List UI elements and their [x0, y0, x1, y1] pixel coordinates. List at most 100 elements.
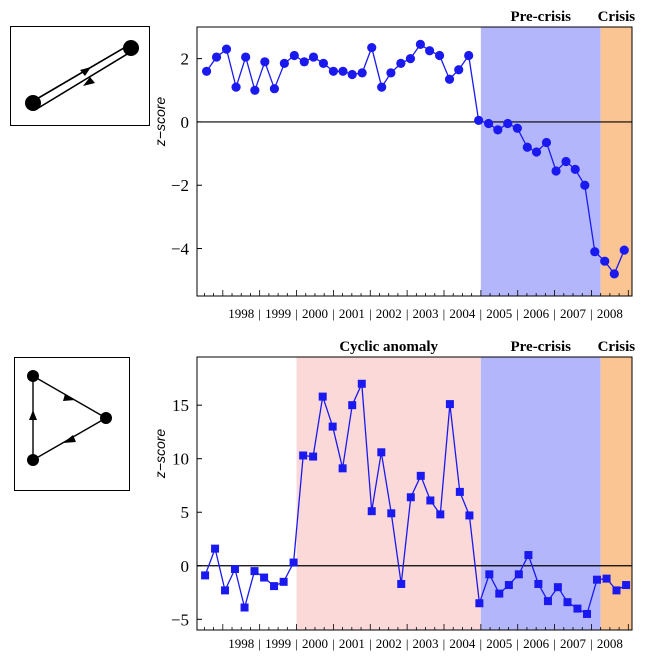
data-point	[425, 46, 435, 56]
data-point	[211, 52, 222, 62]
y-tick-label: 5	[181, 503, 190, 522]
data-point	[512, 123, 522, 133]
feedback-loop-motif-diagram	[10, 26, 150, 126]
x-tick-label: 2002	[376, 306, 402, 321]
data-point	[612, 586, 621, 595]
data-point	[514, 570, 523, 579]
data-point	[318, 392, 327, 401]
x-label-separator: |	[590, 306, 593, 321]
data-point	[590, 247, 600, 257]
data-point	[386, 68, 396, 78]
x-tick-label: 2008	[597, 636, 623, 651]
data-point	[445, 400, 454, 409]
data-point	[397, 579, 406, 588]
x-label-separator: |	[258, 636, 261, 651]
data-point	[348, 401, 357, 410]
data-point	[269, 84, 280, 94]
data-point	[377, 448, 386, 457]
y-tick-label: 10	[172, 450, 189, 469]
data-point	[434, 50, 445, 61]
data-point	[563, 598, 572, 607]
data-point	[211, 544, 220, 553]
data-point	[279, 577, 288, 586]
x-tick-label: 2004	[449, 636, 476, 651]
data-point	[270, 582, 279, 591]
data-point	[201, 571, 210, 580]
data-point	[493, 125, 503, 135]
data-point	[580, 180, 590, 190]
data-point	[436, 510, 445, 519]
data-point	[318, 58, 329, 68]
data-point	[289, 558, 298, 567]
data-point	[551, 166, 561, 176]
x-label-separator: |	[443, 636, 446, 651]
y-tick-label: 0	[181, 113, 190, 132]
data-point	[260, 57, 270, 67]
data-point	[221, 44, 232, 54]
data-point	[553, 583, 562, 592]
x-label-separator: |	[258, 306, 261, 321]
x-label-separator: |	[480, 306, 483, 321]
data-point	[426, 496, 435, 505]
region-pre-crisis	[480, 27, 601, 296]
region-label: Crisis	[598, 339, 636, 355]
data-point	[592, 575, 601, 584]
x-tick-label: 2000	[302, 306, 328, 321]
x-tick-label: 2003	[413, 636, 439, 651]
data-point	[338, 66, 348, 76]
data-point	[524, 551, 533, 560]
data-point	[230, 564, 239, 573]
y-tick-label: 2	[181, 50, 190, 69]
plot-frame	[196, 356, 633, 631]
data-point	[455, 487, 464, 496]
data-point	[299, 451, 308, 460]
x-tick-label: 1998	[228, 306, 254, 321]
data-point	[357, 379, 366, 388]
data-point	[221, 586, 230, 595]
x-label-separator: |	[480, 636, 483, 651]
data-point	[483, 118, 494, 129]
x-tick-label: 2003	[413, 306, 439, 321]
data-point	[260, 573, 269, 582]
cycle-motif-diagram	[14, 357, 130, 491]
x-tick-label: 2006	[523, 306, 550, 321]
data-point	[541, 137, 552, 148]
x-tick-label: 2004	[449, 306, 476, 321]
data-point	[619, 245, 629, 255]
data-point	[570, 164, 580, 175]
x-label-separator: |	[332, 306, 335, 321]
data-point	[534, 579, 543, 588]
x-tick-label: 2007	[560, 306, 587, 321]
x-label-separator: |	[553, 306, 556, 321]
data-point	[240, 603, 249, 612]
data-point	[367, 507, 376, 516]
data-point	[250, 85, 260, 95]
data-point	[415, 39, 425, 50]
data-point	[309, 452, 318, 461]
x-label-separator: |	[332, 636, 335, 651]
plot-frame	[196, 26, 633, 297]
x-label-separator: |	[406, 306, 409, 321]
data-point	[522, 142, 532, 152]
data-point	[475, 599, 484, 608]
x-label-separator: |	[295, 306, 298, 321]
data-point	[573, 604, 582, 613]
chart-panel-2: Cyclic anomaly Pre-crisis Crisis −5 0 5 10 15z−…	[152, 339, 635, 651]
data-point	[289, 50, 299, 61]
data-point	[328, 66, 338, 76]
data-point	[241, 52, 251, 62]
region-label: Pre-crisis	[510, 339, 571, 355]
x-label-separator: |	[516, 636, 519, 651]
region-label: Cyclic anomaly	[339, 339, 438, 355]
data-point	[347, 69, 357, 80]
data-point	[406, 493, 415, 502]
data-point	[367, 42, 377, 53]
x-tick-label: 1999	[265, 306, 291, 321]
data-point	[231, 82, 241, 92]
data-point	[279, 58, 289, 68]
x-tick-label: 2001	[339, 636, 365, 651]
data-point	[299, 57, 309, 67]
x-tick-label: 1998	[228, 636, 254, 651]
data-point	[531, 147, 542, 157]
data-point	[357, 68, 367, 78]
